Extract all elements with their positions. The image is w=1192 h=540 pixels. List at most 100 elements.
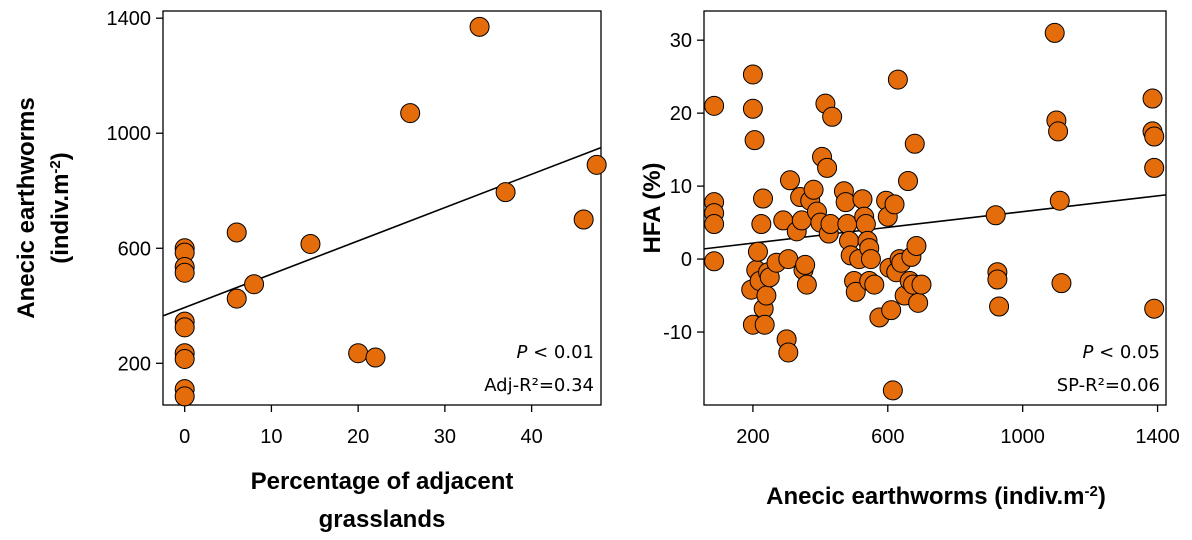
regression-line-right bbox=[703, 194, 1167, 250]
ticks-left: 0 10 20 30 40 200 600 1000 1400 bbox=[107, 8, 543, 448]
data-point-right-31 bbox=[796, 274, 817, 295]
data-point-right-13 bbox=[751, 214, 772, 235]
regression-line-left bbox=[162, 146, 602, 317]
x-tick-label-left-4: 40 bbox=[520, 426, 542, 448]
x-axis-title-left-line2: grasslands bbox=[319, 506, 446, 533]
data-point-right-44 bbox=[837, 214, 858, 235]
r2-right-visible: SP-R²=0.06 bbox=[1057, 375, 1160, 396]
data-point-right-17 bbox=[756, 285, 777, 306]
data-point-right-11 bbox=[747, 241, 768, 262]
data-point-left-15 bbox=[365, 347, 386, 368]
chart-right: 200 600 1000 1400 -10 0 10 20 30 P < 0.05 SP-R²=… bbox=[639, 10, 1180, 510]
x-tick-label-left-0: 0 bbox=[179, 426, 190, 448]
data-point-right-85 bbox=[1049, 190, 1070, 211]
data-point-right-3 bbox=[704, 214, 725, 235]
r2-left: Adj-R²=0.34 bbox=[484, 375, 594, 396]
data-point-right-89 bbox=[1144, 126, 1165, 147]
y-axis-title-left-line1: Anecic earthworms bbox=[13, 97, 40, 318]
y-tick-label-right-4: 30 bbox=[670, 30, 692, 52]
x-tick-label-right-2: 1000 bbox=[1000, 426, 1045, 448]
data-point-right-64 bbox=[884, 194, 905, 215]
data-point-right-81 bbox=[989, 296, 1010, 317]
y-tick-label-right-2: 10 bbox=[670, 176, 692, 198]
data-point-right-40 bbox=[820, 214, 841, 235]
y-tick-label-left-0: 200 bbox=[118, 353, 151, 375]
data-point-right-63 bbox=[882, 380, 903, 401]
data-point-right-86 bbox=[1051, 273, 1072, 294]
y-tick-label-left-2: 1000 bbox=[107, 123, 152, 145]
data-point-right-77 bbox=[911, 274, 932, 295]
x-axis-title-right: Anecic earthworms (indiv.m-2) bbox=[766, 483, 1106, 510]
data-point-left-9 bbox=[174, 386, 195, 407]
data-point-right-8 bbox=[742, 64, 763, 85]
x-tick-label-right-1: 600 bbox=[871, 426, 904, 448]
data-point-right-43 bbox=[835, 192, 856, 213]
data-point-right-66 bbox=[887, 69, 908, 90]
p-value-left: P < 0.01 bbox=[517, 342, 594, 363]
data-point-right-84 bbox=[1048, 121, 1069, 142]
points-left bbox=[174, 16, 607, 407]
data-point-right-50 bbox=[852, 189, 873, 210]
data-point-right-57 bbox=[864, 274, 885, 295]
data-point-left-5 bbox=[174, 317, 195, 338]
data-point-left-18 bbox=[495, 182, 516, 203]
data-point-right-14 bbox=[753, 188, 774, 209]
plot-frame-left bbox=[162, 10, 602, 406]
y-tick-label-left-3: 1400 bbox=[107, 8, 152, 30]
chart-left: 0 10 20 30 40 200 600 1000 1400 P < 0.01 Adj-R²=… bbox=[13, 8, 607, 533]
data-point-left-12 bbox=[244, 274, 265, 295]
data-point-right-41 bbox=[822, 106, 843, 127]
data-point-right-56 bbox=[860, 249, 881, 270]
data-point-right-25 bbox=[779, 170, 800, 191]
data-point-right-52 bbox=[855, 214, 876, 235]
data-point-left-19 bbox=[573, 209, 594, 230]
data-point-right-74 bbox=[904, 133, 925, 154]
data-point-left-11 bbox=[226, 288, 247, 309]
data-point-right-75 bbox=[906, 235, 927, 256]
x-tick-label-right-3: 1400 bbox=[1135, 426, 1180, 448]
x-tick-label-left-2: 20 bbox=[347, 426, 369, 448]
y-tick-label-left-1: 600 bbox=[118, 238, 151, 260]
data-point-left-13 bbox=[300, 233, 321, 254]
data-point-left-16 bbox=[400, 103, 421, 124]
x-axis-title-left-line1: Percentage of adjacent bbox=[251, 468, 514, 495]
data-point-right-33 bbox=[803, 179, 824, 200]
p-value-right: P < 0.05 bbox=[1083, 342, 1160, 363]
data-point-right-91 bbox=[1144, 298, 1165, 319]
data-point-left-20 bbox=[586, 154, 607, 175]
data-point-left-14 bbox=[348, 343, 369, 364]
y-tick-label-right-1: 0 bbox=[681, 249, 692, 271]
data-point-right-90 bbox=[1144, 157, 1165, 178]
data-point-right-0 bbox=[704, 95, 725, 116]
data-point-right-9 bbox=[744, 130, 765, 151]
points-right bbox=[704, 22, 1165, 401]
data-point-right-7 bbox=[742, 98, 763, 119]
data-point-right-76 bbox=[908, 292, 929, 313]
data-point-right-62 bbox=[881, 300, 902, 321]
data-point-right-30 bbox=[795, 254, 816, 275]
data-point-right-82 bbox=[1044, 22, 1065, 43]
data-point-right-4 bbox=[704, 251, 725, 272]
data-point-right-16 bbox=[754, 314, 775, 335]
data-point-left-3 bbox=[174, 262, 195, 283]
data-point-right-48 bbox=[845, 281, 866, 302]
y-tick-label-right-0: -10 bbox=[663, 322, 692, 344]
data-point-left-7 bbox=[174, 348, 195, 369]
x-tick-label-right-0: 200 bbox=[736, 426, 769, 448]
data-point-right-70 bbox=[898, 171, 919, 192]
ticks-right: 200 600 1000 1400 -10 0 10 20 30 bbox=[663, 30, 1180, 448]
y-tick-label-right-3: 20 bbox=[670, 103, 692, 125]
data-point-right-87 bbox=[1142, 88, 1163, 109]
data-point-right-38 bbox=[817, 157, 838, 178]
data-point-right-80 bbox=[987, 269, 1008, 290]
x-tick-label-left-1: 10 bbox=[260, 426, 282, 448]
y-axis-title-right: HFA (%) bbox=[639, 162, 666, 253]
x-tick-label-left-3: 30 bbox=[434, 426, 456, 448]
data-point-right-78 bbox=[985, 205, 1006, 226]
data-point-right-23 bbox=[778, 342, 799, 363]
y-axis-title-left-line2: (indiv.m-2) bbox=[47, 152, 74, 264]
data-point-left-10 bbox=[226, 222, 247, 243]
plot-frame-right bbox=[703, 10, 1167, 406]
data-point-left-17 bbox=[469, 16, 490, 37]
